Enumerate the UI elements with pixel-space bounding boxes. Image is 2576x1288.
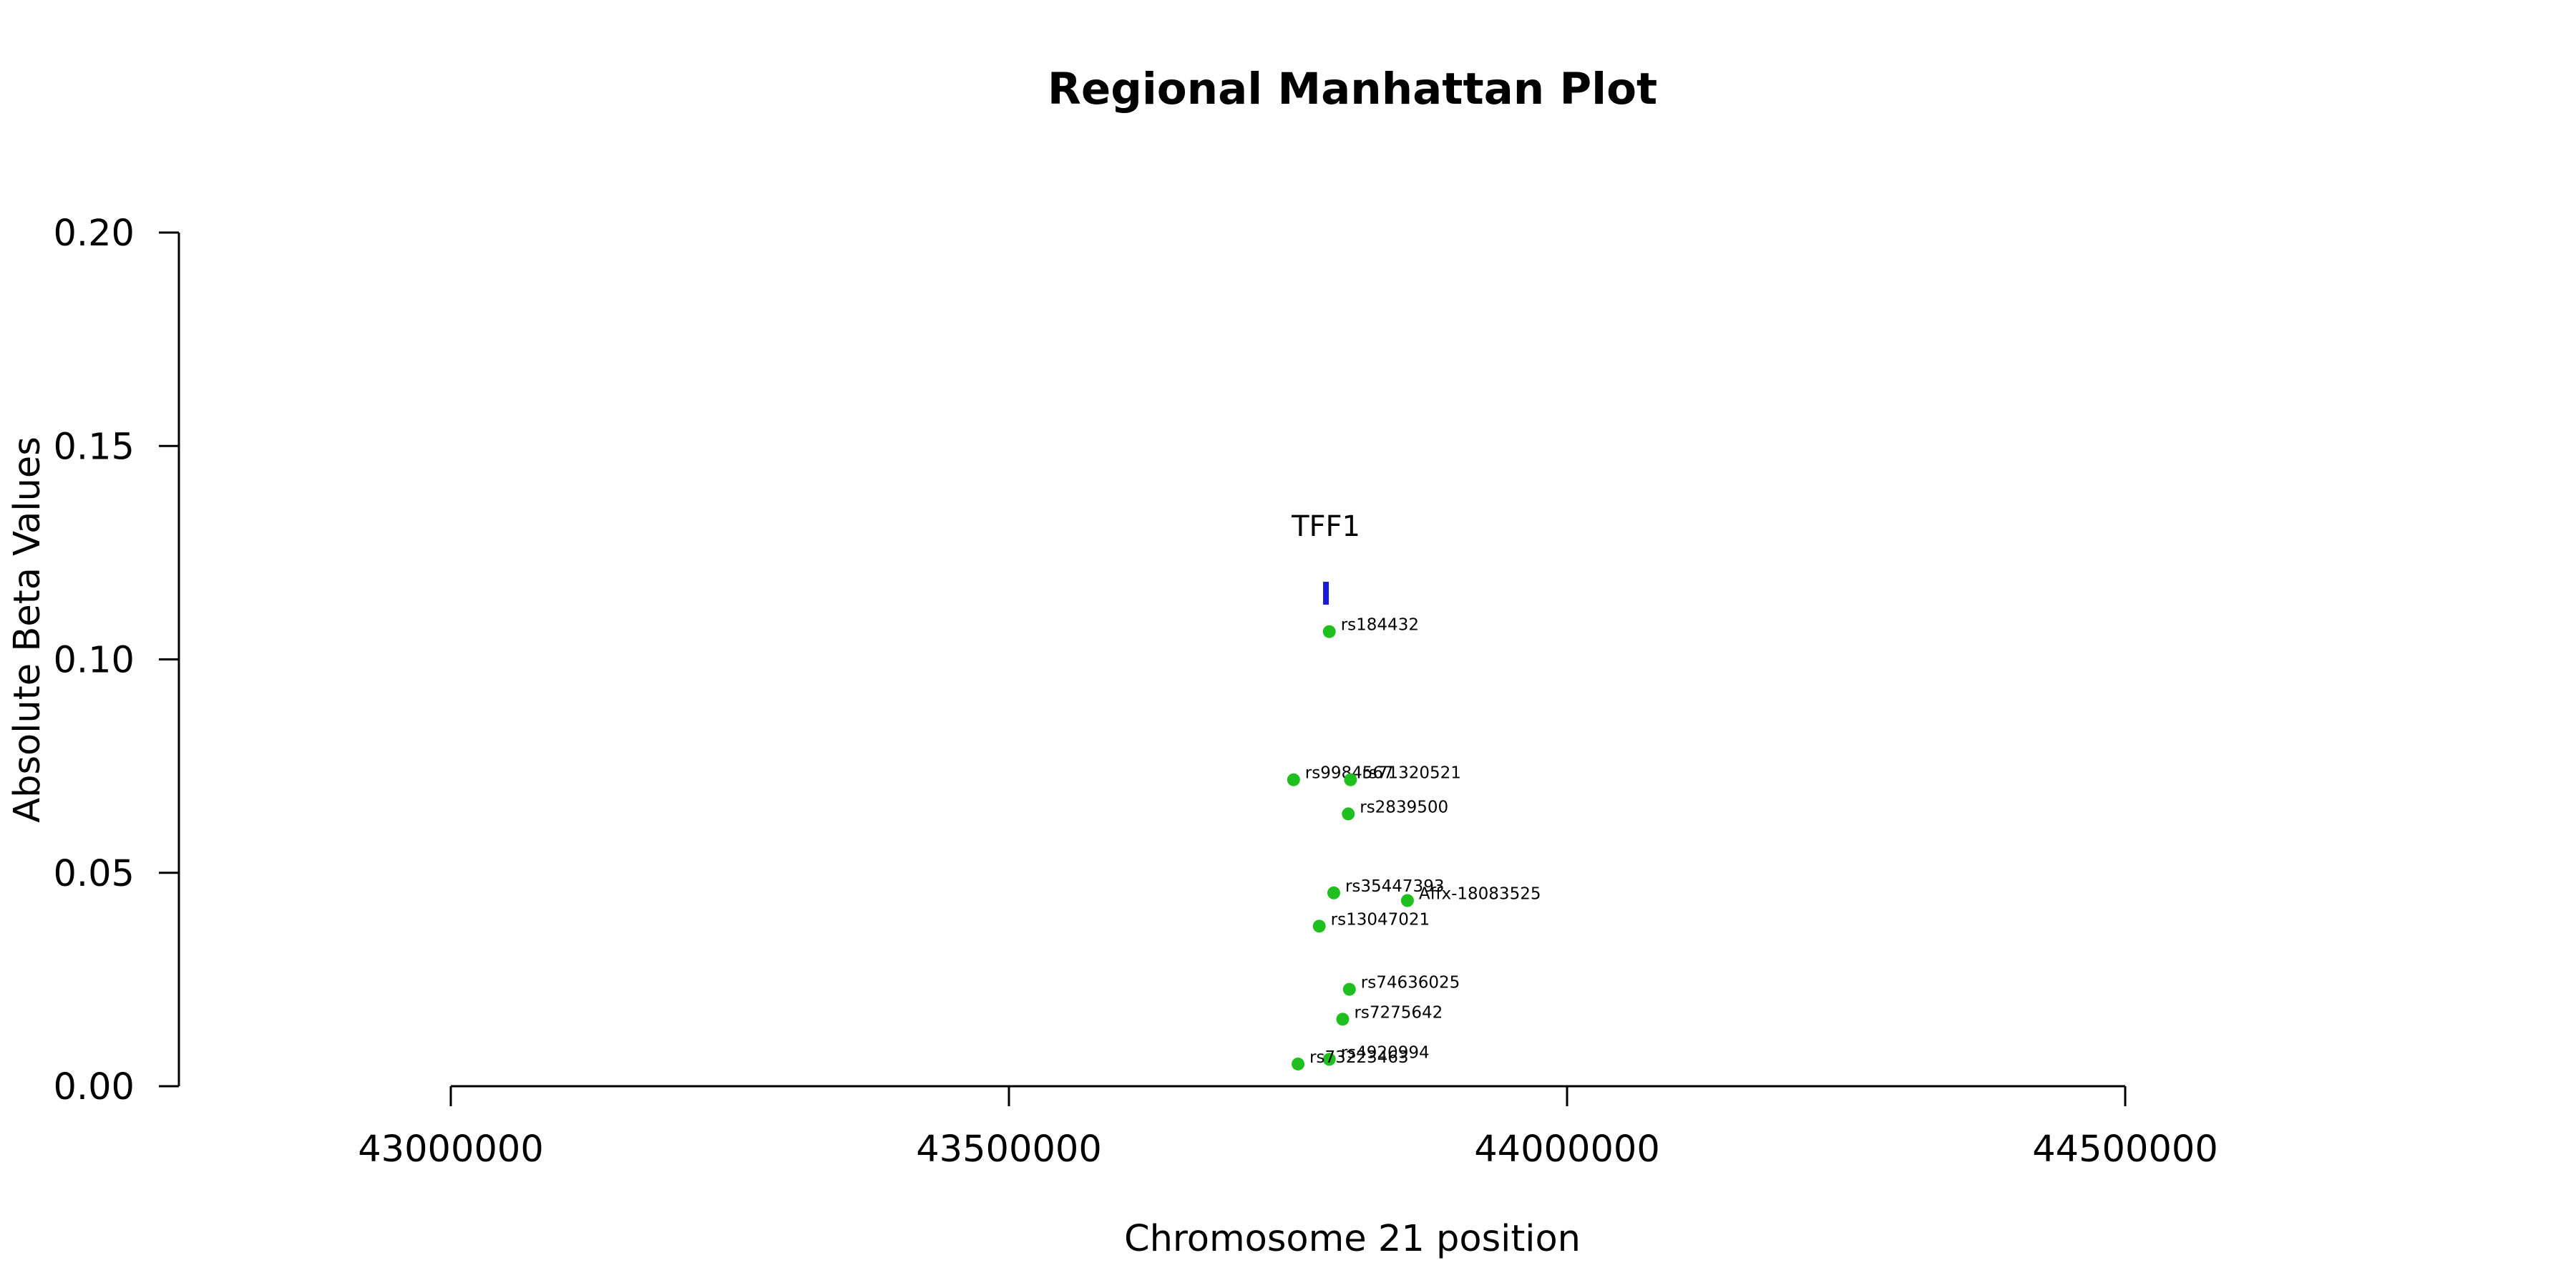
snp-point	[1287, 773, 1300, 786]
axes-group: 0.00 0.05 0.10 0.15 0.20 43000000 43500000 4400…	[53, 213, 2218, 1171]
snp-point	[1322, 625, 1336, 638]
marks-group: TFF1rs184432rs9984567rs71320521rs2839500…	[1287, 510, 1541, 1070]
snp-point	[1400, 894, 1414, 907]
snp-point	[1342, 982, 1356, 996]
y-tick-label: 0.20	[53, 213, 135, 255]
snp-point-label: rs184432	[1341, 616, 1419, 635]
snp-point-label: rs74636025	[1361, 974, 1460, 992]
y-tick-label: 0.05	[53, 853, 135, 895]
snp-point	[1344, 773, 1357, 786]
y-tick-label: 0.15	[53, 426, 135, 468]
snp-point-label: rs35447393	[1345, 877, 1445, 896]
snp-point-label: rs13047021	[1331, 910, 1430, 929]
x-tick-label: 43500000	[916, 1128, 1102, 1171]
gene-label: TFF1	[1291, 510, 1360, 543]
snp-point	[1327, 886, 1340, 899]
x-axis-label: Chromosome 21 position	[1124, 1218, 1581, 1260]
snp-point	[1342, 807, 1355, 821]
chart-title: Regional Manhattan Plot	[1048, 64, 1657, 114]
snp-point-label: rs7275642	[1354, 1003, 1443, 1022]
x-tick-label: 44500000	[2032, 1128, 2218, 1171]
snp-point-label: rs2839500	[1360, 798, 1448, 816]
snp-point-label: rs73223463	[1309, 1048, 1409, 1067]
snp-point-label: rs71320521	[1362, 764, 1461, 783]
gene-marker	[1323, 582, 1330, 605]
y-axis-label: Absolute Beta Values	[6, 436, 49, 823]
y-tick-label: 0.00	[53, 1066, 135, 1108]
snp-point	[1312, 919, 1326, 933]
snp-point	[1336, 1013, 1350, 1026]
x-tick-label: 43000000	[358, 1128, 544, 1171]
snp-point	[1292, 1057, 1305, 1070]
y-tick-label: 0.10	[53, 640, 135, 682]
x-tick-label: 44000000	[1474, 1128, 1660, 1171]
snp-point	[1322, 1053, 1336, 1066]
snp-point-label: Affx-18083525	[1419, 885, 1541, 904]
snp-point-label: rs4920994	[1341, 1043, 1430, 1062]
